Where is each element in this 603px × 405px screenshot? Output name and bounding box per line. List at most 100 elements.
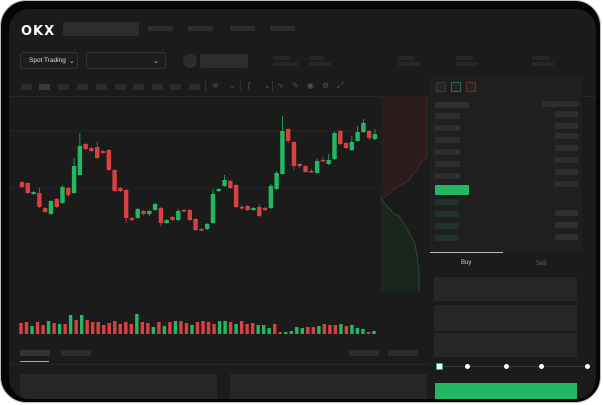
ask-row-price[interactable] bbox=[435, 149, 460, 155]
candle-body bbox=[216, 189, 221, 191]
slider-step-100[interactable] bbox=[585, 364, 590, 369]
timeframe-button[interactable] bbox=[152, 84, 163, 90]
candle-body bbox=[141, 211, 146, 214]
volume-bar bbox=[317, 326, 321, 334]
timeframe-button[interactable] bbox=[96, 84, 107, 90]
ask-row-price[interactable] bbox=[435, 173, 460, 179]
nav-item[interactable] bbox=[270, 26, 295, 31]
tab-sell[interactable]: Sell bbox=[536, 261, 547, 267]
volume-bar bbox=[30, 326, 34, 334]
buy-tab-underline bbox=[430, 252, 503, 253]
volume-bar bbox=[63, 324, 67, 334]
filter-button[interactable] bbox=[349, 350, 379, 356]
nav-item[interactable] bbox=[230, 26, 255, 31]
search-bar[interactable] bbox=[63, 22, 139, 36]
tab-buy[interactable]: Buy bbox=[461, 260, 472, 266]
filter-button[interactable] bbox=[388, 350, 418, 356]
timeframe-button[interactable] bbox=[170, 84, 181, 90]
settings-icon[interactable]: ⚙ bbox=[322, 81, 330, 90]
bid-row-amount[interactable] bbox=[555, 210, 578, 216]
candle-body bbox=[147, 211, 152, 214]
candlestick-chart[interactable] bbox=[9, 96, 381, 336]
buy-button[interactable] bbox=[435, 383, 577, 399]
candle-body bbox=[268, 186, 274, 208]
candle-body bbox=[222, 180, 227, 186]
candle-body bbox=[332, 133, 337, 159]
amount-slider-track[interactable] bbox=[440, 366, 588, 367]
amount-slider-handle[interactable] bbox=[436, 363, 443, 370]
ask-row-amount[interactable] bbox=[555, 123, 578, 129]
bid-row-price[interactable] bbox=[435, 235, 459, 241]
ask-row-price[interactable] bbox=[435, 161, 460, 167]
volume-bar bbox=[179, 321, 183, 334]
ask-row-amount[interactable] bbox=[555, 145, 578, 151]
total-input[interactable] bbox=[434, 333, 577, 357]
bid-row-price[interactable] bbox=[435, 199, 459, 205]
candle-body bbox=[164, 220, 169, 223]
ask-row-amount[interactable] bbox=[555, 157, 578, 163]
slider-step-75[interactable] bbox=[539, 364, 544, 369]
stat-label bbox=[532, 56, 549, 60]
ask-row-amount[interactable] bbox=[555, 169, 578, 175]
bid-row-price[interactable] bbox=[435, 223, 459, 229]
bid-row-amount[interactable] bbox=[555, 234, 578, 240]
pair-price bbox=[200, 54, 248, 68]
timeframe-button[interactable] bbox=[189, 84, 200, 90]
order-book-bids-icon[interactable] bbox=[451, 82, 461, 92]
ask-row-amount[interactable] bbox=[555, 133, 578, 139]
tab-open-orders[interactable] bbox=[20, 350, 50, 356]
indicator-icon[interactable]: ƒ bbox=[247, 81, 252, 90]
ask-row-amount[interactable] bbox=[555, 181, 578, 187]
okx-logo[interactable]: OKX bbox=[21, 24, 56, 39]
candle-body bbox=[89, 148, 94, 151]
ask-row-amount[interactable] bbox=[555, 111, 578, 117]
order-book-header-price[interactable] bbox=[435, 102, 469, 108]
candle-body bbox=[83, 144, 88, 149]
ask-row-price[interactable] bbox=[435, 125, 460, 131]
candle-body bbox=[129, 218, 135, 220]
divider bbox=[240, 81, 241, 91]
bid-row-price[interactable] bbox=[435, 211, 459, 217]
order-book-both-icon[interactable] bbox=[436, 82, 446, 92]
nav-item[interactable] bbox=[148, 26, 173, 31]
bid-depth-line bbox=[380, 198, 420, 291]
amount-input[interactable] bbox=[434, 305, 577, 331]
slider-step-50[interactable] bbox=[504, 364, 509, 369]
order-book-asks-icon[interactable] bbox=[466, 82, 476, 92]
ruler-icon[interactable]: ✎ bbox=[292, 81, 299, 90]
timeframe-button[interactable] bbox=[115, 84, 126, 90]
timeframe-button[interactable] bbox=[21, 84, 32, 90]
candle-body bbox=[233, 185, 239, 207]
order-book-header-amount[interactable] bbox=[542, 101, 578, 107]
candle-body bbox=[48, 201, 54, 214]
tab-order-history[interactable] bbox=[61, 350, 91, 356]
chevron-down-icon[interactable]: ⌄ bbox=[229, 81, 236, 90]
timeframe-button[interactable] bbox=[77, 84, 88, 90]
trade-mode-dropdown[interactable]: Spot Trading ⌄ bbox=[20, 52, 78, 69]
volume-bar bbox=[96, 322, 100, 334]
bid-row-amount[interactable] bbox=[555, 222, 578, 228]
ask-depth-area bbox=[381, 96, 427, 199]
slider-step-25[interactable] bbox=[465, 364, 470, 369]
candle-body bbox=[66, 188, 71, 195]
candle-body bbox=[187, 210, 193, 220]
candlestick-type-icon[interactable]: ≌ bbox=[212, 81, 219, 90]
timeframe-button[interactable] bbox=[58, 84, 69, 90]
fullscreen-icon[interactable]: ⤢ bbox=[337, 81, 344, 90]
volume-bar bbox=[91, 322, 95, 334]
nav-item[interactable] bbox=[188, 26, 213, 31]
timeframe-button-active[interactable] bbox=[39, 84, 50, 90]
candle-body bbox=[228, 181, 233, 188]
camera-icon[interactable]: ◉ bbox=[307, 81, 314, 90]
candle-body bbox=[170, 217, 175, 220]
candle-body bbox=[367, 131, 372, 138]
ask-row-price[interactable] bbox=[435, 137, 460, 143]
candle-body bbox=[262, 208, 268, 210]
pair-dropdown[interactable]: ⌄ bbox=[86, 52, 166, 69]
stat-label bbox=[398, 56, 415, 60]
line-tool-icon[interactable]: ∿ bbox=[277, 81, 284, 90]
chevron-down-icon[interactable]: ⌄ bbox=[264, 81, 271, 90]
ask-row-price[interactable] bbox=[435, 113, 460, 119]
timeframe-button[interactable] bbox=[133, 84, 144, 90]
price-input[interactable] bbox=[434, 277, 577, 301]
